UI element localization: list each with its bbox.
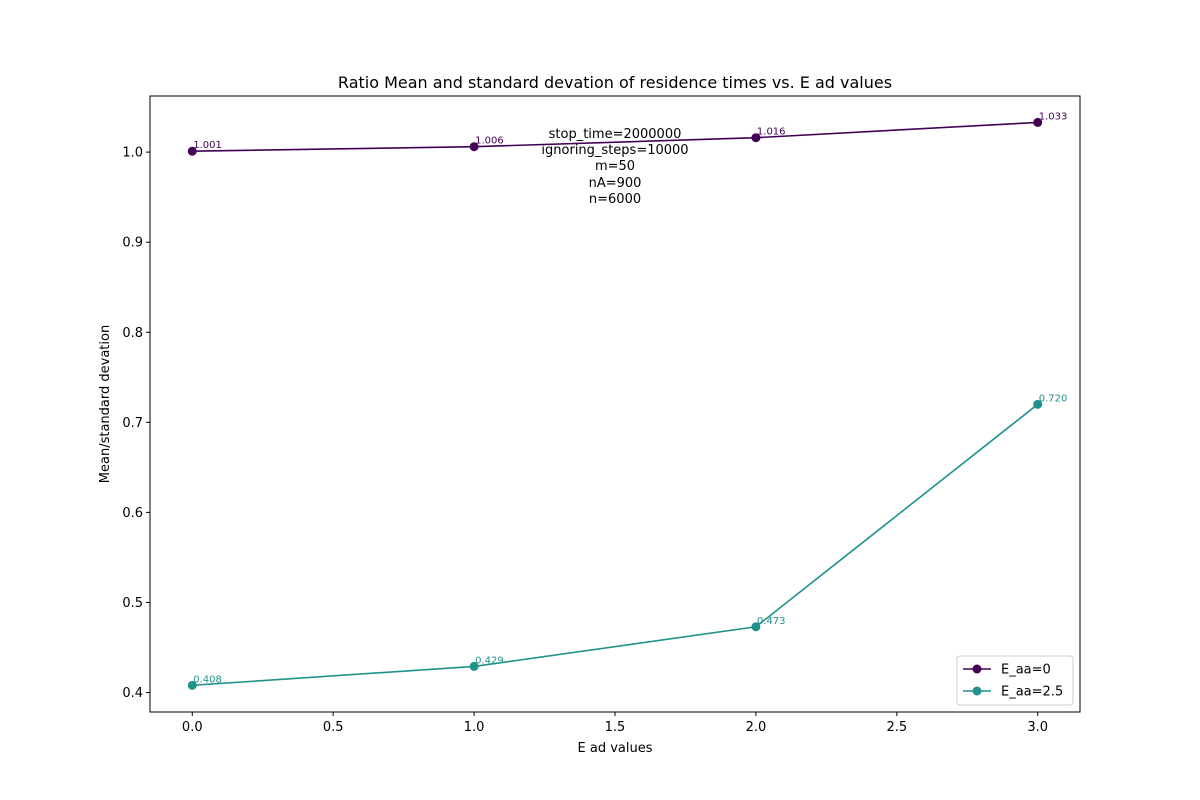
series-line-1 [192, 403, 1039, 687]
x-tick-label: 2.0 [746, 720, 767, 735]
x-axis: 0.0 0.5 1.0 1.5 2.0 2.5 3.0 [182, 712, 1048, 735]
y-tick-label: 0.4 [122, 686, 143, 701]
y-tick-label: 0.8 [122, 326, 143, 341]
series-line-0 [192, 121, 1038, 153]
y-tick-label: 1.0 [122, 146, 143, 161]
chart-title: Ratio Mean and standard devation of resi… [338, 73, 892, 92]
data-label: 0.408 [193, 674, 222, 685]
data-point [751, 622, 761, 632]
data-point [187, 146, 197, 156]
x-tick-label: 1.0 [464, 720, 485, 735]
x-tick-label: 2.5 [886, 720, 907, 735]
annotation-line: nA=900 [589, 176, 642, 191]
data-label: 0.473 [757, 616, 786, 627]
annotation-line: m=50 [595, 159, 635, 174]
data-point [1033, 399, 1043, 409]
plot-area: 1.001 1.006 1.016 1.033 0.408 0.429 0.473 0.720 [187, 111, 1068, 690]
x-tick-label: 0.5 [323, 720, 344, 735]
data-label: 0.429 [475, 655, 504, 666]
data-point [469, 142, 479, 152]
y-tick-label: 0.9 [122, 236, 143, 251]
annotation-line: stop_time=2000000 [549, 127, 682, 142]
x-tick-label: 0.0 [182, 720, 203, 735]
x-tick-label: 1.5 [605, 720, 626, 735]
legend-marker [972, 664, 982, 674]
data-label: 0.720 [1039, 393, 1068, 404]
y-tick-label: 0.7 [122, 416, 143, 431]
data-point [187, 680, 197, 690]
data-label: 1.006 [475, 136, 504, 147]
y-axis-label: Mean/standard devation [98, 325, 113, 483]
annotation-line: ignoring_steps=10000 [541, 143, 688, 158]
legend-label: E_aa=0 [1001, 663, 1051, 678]
annotation-line: n=6000 [589, 192, 641, 207]
y-axis: 0.4 0.5 0.6 0.7 0.8 0.9 1.0 [122, 146, 150, 701]
data-point [751, 133, 761, 143]
y-tick-label: 0.5 [122, 596, 143, 611]
legend-label: E_aa=2.5 [1001, 685, 1063, 700]
data-point [469, 661, 479, 671]
x-tick-label: 3.0 [1027, 720, 1048, 735]
parameter-annotation: stop_time=2000000 ignoring_steps=10000 m… [541, 127, 688, 207]
legend-marker [972, 686, 982, 696]
data-label: 1.033 [1039, 111, 1068, 122]
data-label: 1.001 [193, 140, 222, 151]
data-label: 1.016 [757, 127, 786, 138]
x-axis-label: E ad values [578, 741, 653, 756]
legend: E_aa=0 E_aa=2.5 [956, 655, 1074, 706]
data-point [1033, 117, 1043, 127]
y-tick-label: 0.6 [122, 506, 143, 521]
